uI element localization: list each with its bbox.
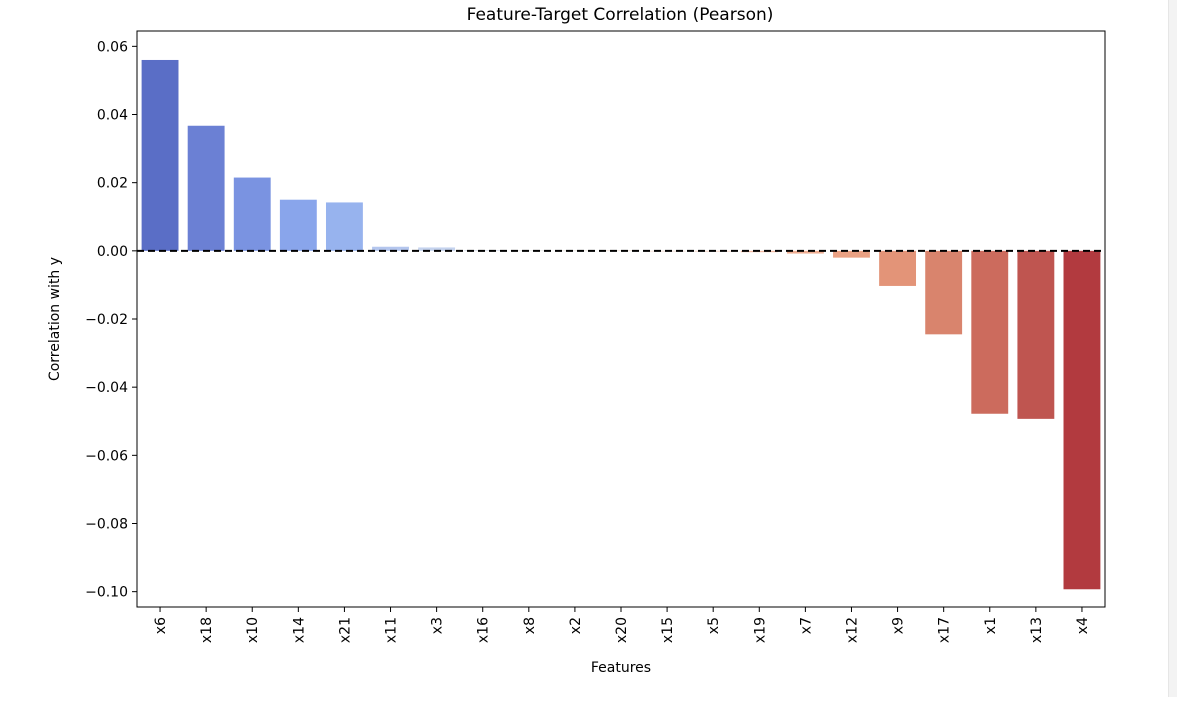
x-tick-label: x6 (153, 617, 169, 634)
bar-x4 (1063, 250, 1101, 590)
y-tick-label: −0.04 (85, 380, 128, 396)
bar-x13 (1017, 250, 1055, 419)
x-tick-label: x19 (752, 617, 768, 643)
bar-x9 (879, 250, 917, 286)
bar-x1 (971, 250, 1009, 414)
x-tick-label: x16 (476, 617, 492, 643)
x-tick-label: x20 (614, 617, 630, 643)
x-tick-label: x4 (1075, 617, 1091, 634)
x-tick-label: x8 (522, 617, 538, 634)
chart-title: Feature-Target Correlation (Pearson) (467, 5, 774, 25)
x-tick-label: x12 (844, 617, 860, 643)
x-tick-label: x17 (937, 617, 953, 643)
scrollbar[interactable] (1168, 0, 1177, 697)
bar-x14 (279, 199, 317, 251)
x-tick-label: x10 (245, 617, 261, 643)
y-tick-label: 0.00 (97, 244, 128, 260)
bar-x17 (925, 250, 963, 335)
x-tick-label: x13 (1029, 617, 1045, 643)
y-tick-label: 0.06 (97, 39, 128, 55)
x-tick-label: x1 (983, 617, 999, 634)
bar-x6 (141, 59, 179, 251)
bar-x7 (786, 250, 824, 254)
x-axis-label: Features (591, 660, 651, 676)
x-tick-label: x14 (291, 617, 307, 643)
bar-x11 (372, 246, 409, 251)
bar-x18 (187, 125, 225, 251)
x-tick-label: x18 (199, 617, 215, 643)
x-tick-label: x3 (430, 617, 446, 634)
x-tick-label: x9 (891, 617, 907, 634)
plot-area: 0.06 0.04 0.02 0.00 −0.02 −0.04 −0.06 −0.08 −0.1… (85, 39, 1105, 643)
x-tick-label: x11 (384, 617, 400, 643)
x-tick-label: x7 (798, 617, 814, 634)
y-axis-label: Correlation with y (47, 257, 63, 381)
bar-x21 (325, 202, 363, 251)
x-tick-label: x15 (660, 617, 676, 643)
bar-x3 (418, 247, 456, 251)
y-tick-label: −0.02 (85, 312, 128, 328)
bar-x10 (233, 177, 271, 251)
plot-frame (136, 30, 1106, 608)
bar-x2 (556, 250, 594, 252)
x-tick-label: x2 (568, 617, 584, 634)
bar-x12 (833, 250, 870, 258)
y-tick-label: −0.10 (85, 585, 128, 601)
x-tick-label: x21 (337, 617, 353, 643)
y-tick-label: 0.02 (97, 176, 128, 192)
y-tick-label: −0.06 (85, 448, 128, 464)
y-tick-label: −0.08 (85, 516, 128, 532)
x-tick-label: x5 (706, 617, 722, 634)
y-tick-label: 0.04 (97, 108, 128, 124)
